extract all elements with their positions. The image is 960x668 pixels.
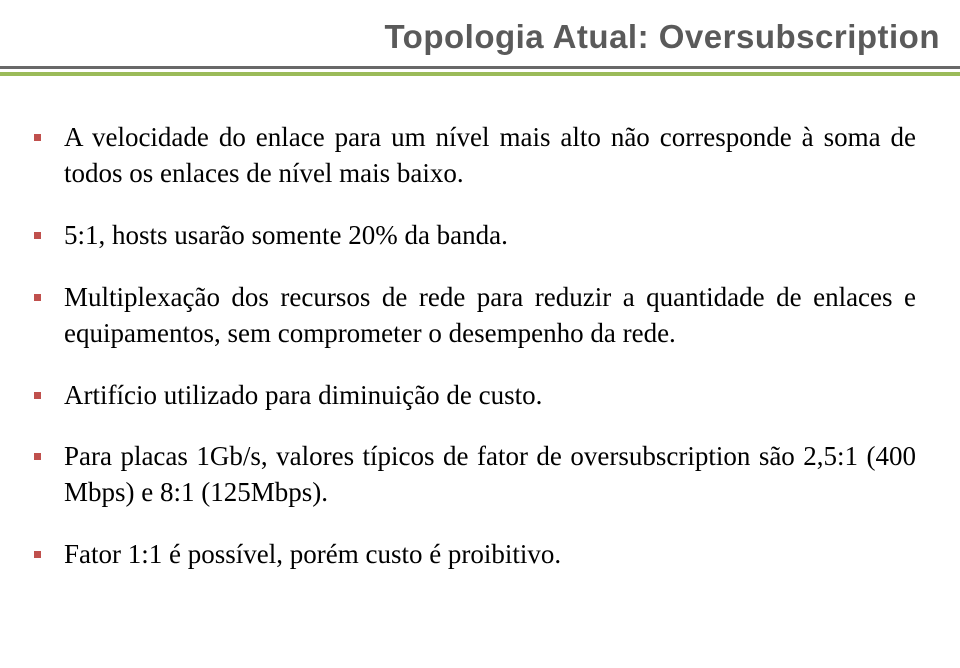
rule-top xyxy=(0,66,960,69)
bullet-text: A velocidade do enlace para um nível mai… xyxy=(64,120,916,192)
bullet-text: 5:1, hosts usarão somente 20% da banda. xyxy=(64,220,508,250)
bullet-icon xyxy=(34,294,41,301)
bullet-text: Artifício utilizado para diminuição de c… xyxy=(64,380,542,410)
title-area: Topologia Atual: Oversubscription xyxy=(0,0,960,56)
bullet-icon xyxy=(34,134,41,141)
bullet-icon xyxy=(34,551,41,558)
slide: Topologia Atual: Oversubscription A velo… xyxy=(0,0,960,668)
slide-title: Topologia Atual: Oversubscription xyxy=(384,18,940,56)
list-item: Multiplexação dos recursos de rede para … xyxy=(64,280,916,352)
bullet-text: Fator 1:1 é possível, porém custo é proi… xyxy=(64,539,561,569)
bullet-text: Multiplexação dos recursos de rede para … xyxy=(64,280,916,352)
content-area: A velocidade do enlace para um nível mai… xyxy=(0,92,960,573)
list-item: Artifício utilizado para diminuição de c… xyxy=(64,378,916,414)
list-item: Fator 1:1 é possível, porém custo é proi… xyxy=(64,537,916,573)
list-item: Para placas 1Gb/s, valores típicos de fa… xyxy=(64,439,916,511)
title-rules xyxy=(0,62,960,92)
list-item: A velocidade do enlace para um nível mai… xyxy=(64,120,916,192)
rule-bottom xyxy=(0,72,960,76)
bullet-list: A velocidade do enlace para um nível mai… xyxy=(64,120,916,573)
bullet-text: Para placas 1Gb/s, valores típicos de fa… xyxy=(64,439,916,511)
bullet-icon xyxy=(34,453,41,460)
list-item: 5:1, hosts usarão somente 20% da banda. xyxy=(64,218,916,254)
bullet-icon xyxy=(34,392,41,399)
bullet-icon xyxy=(34,232,41,239)
